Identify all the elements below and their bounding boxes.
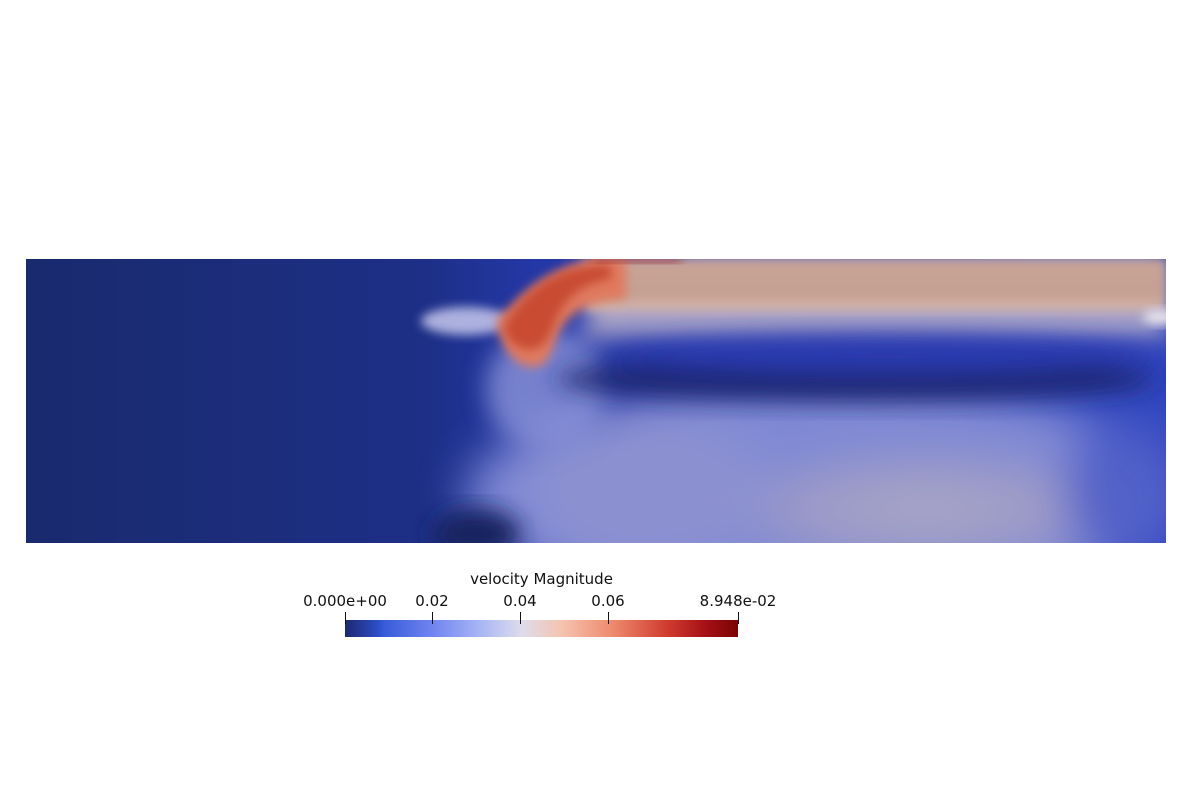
colorbar-tick-mark [432, 612, 433, 624]
colorbar-ramp [345, 620, 738, 637]
colorbar-tick-mark [738, 612, 739, 624]
colorbar-tick-label: 8.948e-02 [699, 592, 777, 610]
colorbar-tick-mark [345, 612, 346, 624]
upper-light-patch [421, 307, 511, 335]
colorbar-tick-label: 0.02 [415, 592, 449, 610]
jet-core [496, 259, 1166, 368]
colorbar-legend: velocity Magnitude 0.000e+00 0.02 0.04 0… [300, 568, 800, 648]
colorbar-tick-label: 0.000e+00 [303, 592, 387, 610]
colorbar-title: velocity Magnitude [470, 570, 613, 588]
colorbar-tick-mark [520, 612, 521, 624]
right-edge-shear [1143, 309, 1166, 325]
colorbar-tick-mark [608, 612, 609, 624]
low-velocity-band [556, 336, 1166, 401]
colorbar-tick-label: 0.06 [591, 592, 625, 610]
colorbar-tick-label: 0.04 [503, 592, 537, 610]
bottom-dark-spot [431, 509, 521, 543]
lower-light-region [466, 379, 1166, 543]
velocity-field-plot[interactable] [26, 259, 1166, 543]
